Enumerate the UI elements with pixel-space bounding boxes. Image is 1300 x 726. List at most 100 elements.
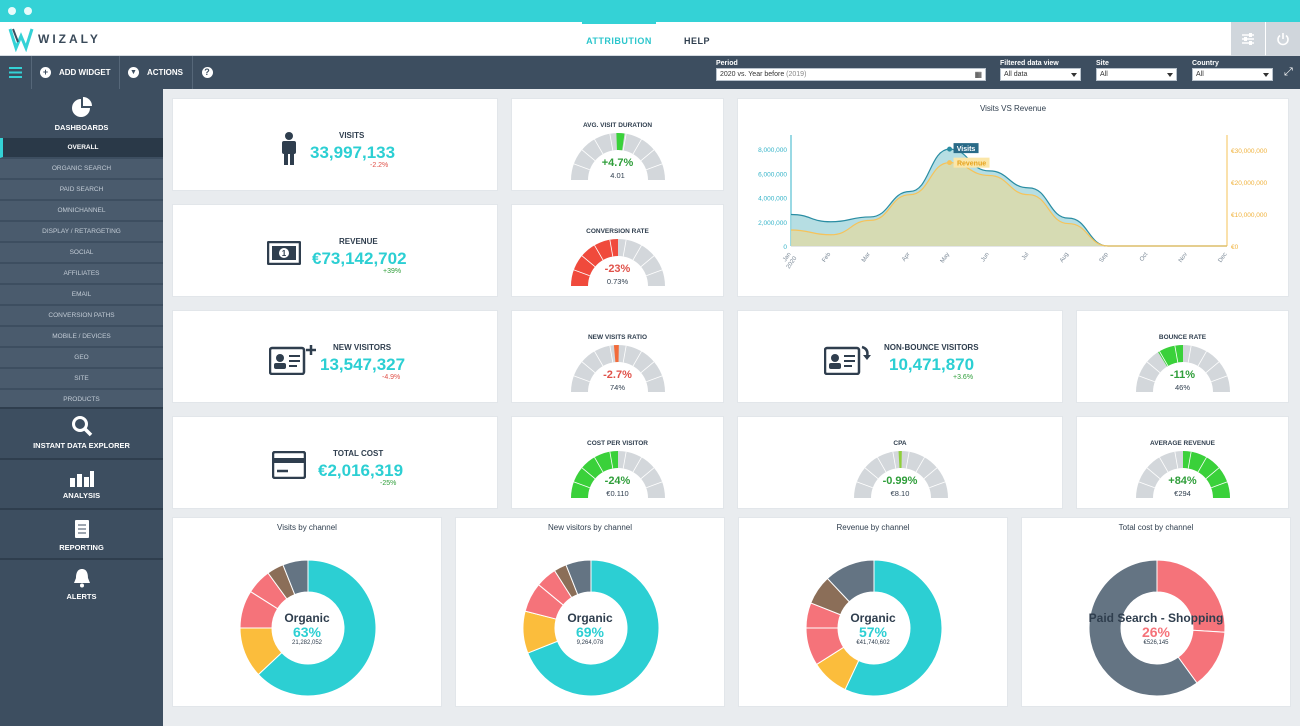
right-tick-label: €20,000,000 bbox=[1231, 180, 1268, 187]
calendar-icon[interactable]: ▦ bbox=[974, 70, 982, 79]
gauge-dial bbox=[571, 451, 665, 498]
credit-card-icon bbox=[272, 451, 306, 479]
logout-button[interactable] bbox=[1266, 22, 1300, 56]
brand-logo[interactable]: WIZALY bbox=[8, 26, 101, 52]
gauge-percent: +84% bbox=[1168, 475, 1197, 487]
x-tick-label: Mar bbox=[861, 252, 872, 264]
kpi-delta: -2.2% bbox=[370, 162, 389, 169]
gauge-card-conversion-rate[interactable]: CONVERSION RATE -23% 0.73% bbox=[511, 204, 724, 297]
sidebar-subitem[interactable]: CONVERSION PATHS bbox=[0, 306, 163, 326]
sidebar-subitem[interactable]: OVERALL bbox=[0, 138, 163, 158]
sidebar-subitem[interactable]: ORGANIC SEARCH bbox=[0, 159, 163, 179]
gauge-tick bbox=[573, 269, 590, 277]
pie-card[interactable]: Visits by channel Organic 63% 21,282,052 bbox=[172, 517, 442, 707]
sidebar-subitem[interactable]: DISPLAY / RETARGETING bbox=[0, 222, 163, 242]
sidebar-subitem[interactable]: PRODUCTS bbox=[0, 390, 163, 410]
sidebar-subitem[interactable]: EMAIL bbox=[0, 285, 163, 305]
gauge-value: 0.73% bbox=[606, 277, 629, 286]
site-select[interactable]: All bbox=[1096, 68, 1177, 81]
sidebar: DASHBOARDS OVERALL ORGANIC SEARCH PAID SEA… bbox=[0, 89, 163, 726]
actions-button[interactable]: ▼ ACTIONS bbox=[120, 56, 193, 89]
gauge-card-cpa[interactable]: CPA -0.99% €8.10 bbox=[737, 416, 1063, 509]
data-view-select[interactable]: All data bbox=[1000, 68, 1081, 81]
gauge-card-avg-visit-duration[interactable]: AVG. VISIT DURATION +4.7% 4.01 bbox=[511, 98, 724, 191]
settings-button[interactable] bbox=[1231, 22, 1265, 56]
gauge-track bbox=[1136, 345, 1230, 392]
kpi-card-revenue[interactable]: 1 REVENUE €73,142,702 +39% bbox=[172, 204, 498, 297]
site-label: Site bbox=[1096, 60, 1109, 67]
pie-center-label: Organic bbox=[284, 611, 330, 625]
sidebar-item-dashboards[interactable]: DASHBOARDS bbox=[0, 97, 163, 132]
sidebar-subitem[interactable]: GEO bbox=[0, 348, 163, 368]
add-widget-button[interactable]: + ADD WIDGET bbox=[32, 56, 120, 89]
sidebar-item-analysis[interactable]: ANALYSIS bbox=[0, 469, 163, 500]
gauge-track bbox=[571, 133, 665, 180]
x-tick-label: Nov bbox=[1178, 252, 1189, 264]
gauge-percent: -23% bbox=[604, 263, 631, 275]
menu-toggle-button[interactable] bbox=[0, 56, 32, 89]
gauge-tick bbox=[622, 451, 627, 469]
period-secondary: (2019) bbox=[786, 71, 807, 78]
pie-card[interactable]: New visitors by channel Organic 69% 9,26… bbox=[455, 517, 725, 707]
gauge-value-arc bbox=[616, 133, 625, 151]
gauge-title: AVERAGE REVENUE bbox=[1150, 440, 1215, 447]
kpi-card-new-visitors[interactable]: NEW VISITORS 13,547,327 -4.9% bbox=[172, 310, 498, 403]
donut-hole bbox=[556, 593, 626, 663]
x-tick-label: May bbox=[940, 252, 951, 265]
period-input[interactable]: 2020 vs. Year before (2019) ▦ bbox=[716, 68, 986, 81]
chart-card-visits-vs-revenue[interactable]: Visits VS Revenue 8,000,000 6,000,000 4,00… bbox=[737, 98, 1289, 297]
gauge-card-new-visits-ratio[interactable]: NEW VISITS RATIO -2.7% 74% bbox=[511, 310, 724, 403]
sidebar-subitem[interactable]: SITE bbox=[0, 369, 163, 389]
country-value: All bbox=[1196, 71, 1204, 78]
gauge-card-bounce-rate[interactable]: BOUNCE RATE -11% 46% bbox=[1076, 310, 1289, 403]
x-tick-label: Sep bbox=[1099, 251, 1110, 264]
gauge-percent: -0.99% bbox=[882, 475, 918, 487]
gauge-card-average-revenue[interactable]: AVERAGE REVENUE +84% €294 bbox=[1076, 416, 1289, 509]
sidebar-subitem[interactable]: SOCIAL bbox=[0, 243, 163, 263]
sidebar-item-alerts[interactable]: ALERTS bbox=[0, 568, 163, 601]
gauge-tick bbox=[1174, 451, 1179, 469]
sidebar-item-reporting[interactable]: REPORTING bbox=[0, 519, 163, 552]
donut-hole bbox=[839, 593, 909, 663]
donut-hole bbox=[1122, 593, 1192, 663]
kpi-card-total-cost[interactable]: TOTAL COST €2,016,319 -25% bbox=[172, 416, 498, 509]
window-dot[interactable] bbox=[24, 7, 32, 15]
pie-card[interactable]: Total cost by channel Paid Search - Shop… bbox=[1021, 517, 1291, 707]
sidebar-subitem[interactable]: MOBILE / DEVICES bbox=[0, 327, 163, 347]
gauge-track bbox=[571, 345, 665, 392]
sidebar-item-instant-data-explorer[interactable]: INSTANT DATA EXPLORER bbox=[0, 415, 163, 450]
x-tick-label: Jul bbox=[1021, 252, 1030, 262]
donut-hole bbox=[273, 593, 343, 663]
donut-chart bbox=[805, 559, 943, 697]
banknote-icon: 1 bbox=[267, 241, 301, 265]
gauge-card-cost-per-visitor[interactable]: COST PER VISITOR -24% €0.110 bbox=[511, 416, 724, 509]
sidebar-subitem[interactable]: OMNICHANNEL bbox=[0, 201, 163, 221]
kpi-card-non-bounce-visitors[interactable]: NON-BOUNCE VISITORS 10,471,870 +3.6% bbox=[737, 310, 1063, 403]
sidebar-subitem[interactable]: PAID SEARCH bbox=[0, 180, 163, 200]
kpi-card-visits[interactable]: VISITS 33,997,133 -2.2% bbox=[172, 98, 498, 191]
gauge-tick bbox=[646, 375, 663, 383]
kpi-delta: +3.6% bbox=[953, 374, 974, 381]
gauge-tick bbox=[1146, 467, 1161, 480]
expand-icon[interactable]: ⤢ bbox=[1284, 66, 1293, 78]
pie-center-value: €41,740,602 bbox=[856, 640, 890, 646]
donut-slice bbox=[257, 559, 377, 697]
sidebar-divider bbox=[0, 558, 163, 560]
sliders-icon bbox=[1242, 33, 1254, 45]
window-dot[interactable] bbox=[8, 7, 16, 15]
sidebar-subitem[interactable]: AFFILIATES bbox=[0, 264, 163, 284]
pie-center-percent: 69% bbox=[575, 624, 605, 640]
country-select[interactable]: All bbox=[1192, 68, 1273, 81]
pie-center-percent: 63% bbox=[292, 624, 322, 640]
pie-card[interactable]: Revenue by channel Organic 57% €41,740,6… bbox=[738, 517, 1008, 707]
tab-attribution[interactable]: ATTRIBUTION bbox=[582, 22, 656, 56]
help-button[interactable]: ? bbox=[193, 56, 221, 89]
gauge-tick bbox=[1187, 345, 1192, 363]
gauge-tick bbox=[1146, 361, 1161, 374]
visits-label: Visits bbox=[957, 146, 976, 153]
tab-help[interactable]: HELP bbox=[683, 36, 710, 46]
country-label: Country bbox=[1192, 60, 1219, 67]
gauge-tick bbox=[646, 163, 663, 171]
bar-chart-icon bbox=[69, 471, 94, 487]
pie-center-value: 9,264,078 bbox=[576, 640, 604, 646]
